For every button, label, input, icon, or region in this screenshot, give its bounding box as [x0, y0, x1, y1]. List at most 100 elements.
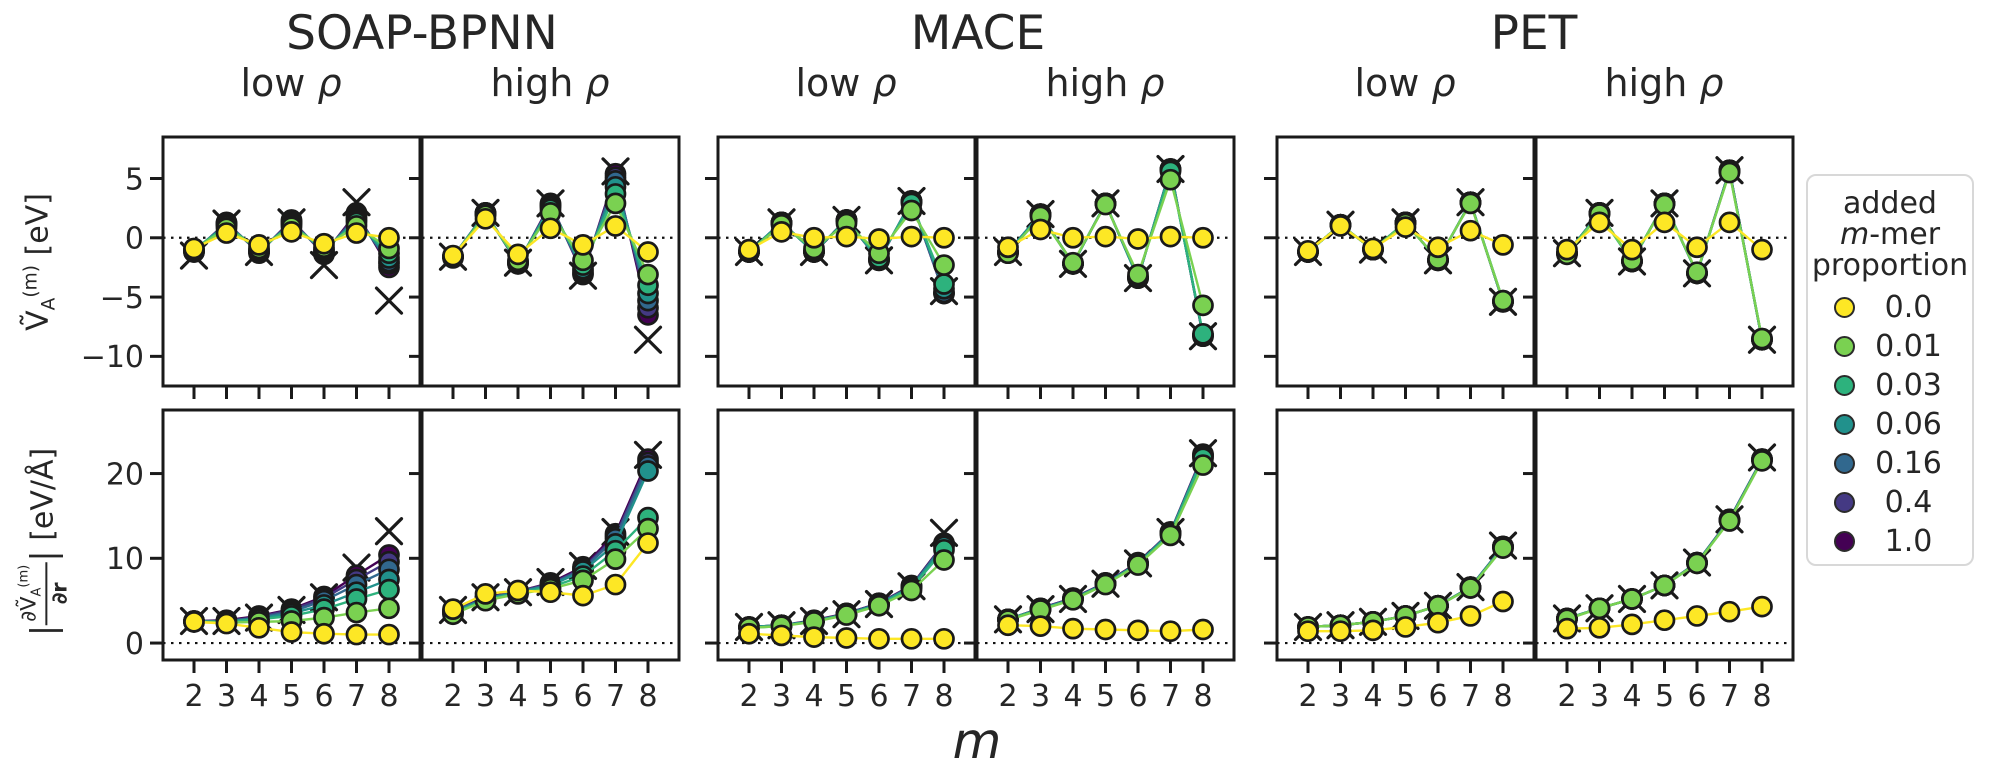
y-tick-label: 5	[125, 162, 144, 197]
data-point	[1192, 618, 1214, 641]
data-point	[900, 225, 923, 248]
x-tick-label: 5	[282, 679, 301, 714]
series-proportion-1	[997, 158, 1214, 348]
x-tick-label: 3	[1590, 679, 1609, 714]
data-point	[378, 578, 400, 601]
target-markers	[1552, 443, 1777, 633]
data-point	[1362, 237, 1384, 260]
x-tick-label: 5	[1655, 679, 1674, 714]
panel-pet-high-rho-energy	[1523, 135, 1795, 399]
x-tick-label: 4	[804, 679, 823, 714]
legend-entry: 0.16	[1808, 444, 1972, 483]
data-point	[1127, 619, 1149, 642]
legend: added m-mer proportion 0.0 0.01 0.03 0.06 0.16…	[1806, 174, 1974, 566]
data-point	[1159, 168, 1182, 191]
legend-color-marker	[1834, 336, 1855, 357]
data-point	[1459, 605, 1482, 627]
data-point	[1492, 590, 1514, 613]
data-point	[1718, 161, 1741, 184]
data-point	[997, 614, 1019, 637]
subtitle-mace-low: low ρ	[795, 61, 897, 105]
data-point	[933, 226, 955, 249]
target-marker	[374, 517, 404, 546]
series-proportion-0.4	[997, 158, 1214, 348]
data-point	[835, 627, 858, 649]
x-tick-label: 5	[837, 679, 856, 714]
x-tick-label: 8	[1193, 679, 1212, 714]
target-marker	[633, 325, 663, 354]
data-point	[738, 238, 760, 261]
data-point	[1329, 620, 1352, 643]
data-point	[1686, 236, 1708, 259]
legend-label: 0.01	[1875, 329, 1942, 364]
data-point	[1394, 216, 1417, 238]
series-proportion-0.06	[997, 159, 1214, 346]
series-proportion-0.03	[1556, 160, 1773, 350]
x-axis-label: m	[952, 712, 1002, 770]
series-proportion-1	[1556, 448, 1773, 630]
data-point	[1459, 577, 1482, 599]
x-tick-label: 8	[638, 679, 657, 714]
series-proportion-0.16	[1556, 448, 1773, 630]
x-tick-label: 4	[249, 679, 268, 714]
data-point	[1192, 294, 1214, 317]
x-tick-label: 7	[347, 679, 366, 714]
target-markers	[993, 439, 1218, 634]
subtitle-mace-high: high ρ	[1045, 61, 1165, 105]
data-point	[900, 627, 923, 650]
x-tick-label: 3	[476, 679, 495, 714]
legend-title-line: added	[1843, 186, 1937, 221]
data-point	[1362, 619, 1384, 642]
data-point	[313, 622, 335, 645]
series-proportion-0	[183, 611, 400, 646]
data-point	[507, 579, 529, 602]
x-tick-label: 7	[1161, 679, 1180, 714]
data-point	[1718, 600, 1741, 623]
legend-title: added m-mer proportion	[1808, 188, 1972, 281]
data-point	[572, 234, 594, 256]
x-tick-label: 8	[1493, 679, 1512, 714]
x-tick-label: 4	[1622, 679, 1641, 714]
x-tick-label: 2	[1298, 679, 1317, 714]
legend-title-line: proportion	[1811, 248, 1969, 283]
data-point	[868, 594, 890, 617]
subtitle-soap-low: low ρ	[240, 61, 342, 105]
panel-soap-bpnn-low-rho-energy: 5 0 −5 −10	[81, 135, 422, 399]
target-marker	[374, 286, 404, 315]
data-point	[507, 243, 529, 266]
series-proportion-0	[183, 221, 400, 260]
legend-label: 0.4	[1884, 485, 1933, 520]
data-point	[1094, 618, 1117, 641]
data-point	[900, 579, 923, 602]
legend-entry: 0.4	[1808, 483, 1972, 522]
data-point	[1751, 449, 1773, 472]
x-tick-label: 5	[541, 679, 560, 714]
data-point	[1159, 524, 1182, 547]
data-point	[1394, 616, 1417, 638]
series-proportion-0.06	[1556, 160, 1773, 351]
series-proportion-0	[1297, 215, 1514, 262]
x-tick-label: 6	[314, 679, 333, 714]
data-point	[637, 532, 659, 554]
y-tick-label: −5	[100, 281, 144, 316]
legend-color-marker	[1834, 414, 1855, 435]
x-tick-label: 4	[508, 679, 527, 714]
data-point	[1192, 454, 1214, 476]
target-markers	[438, 157, 663, 354]
series-proportion-0	[738, 622, 955, 650]
data-point	[539, 581, 562, 604]
data-point	[313, 232, 335, 255]
data-point	[1751, 595, 1773, 618]
data-point	[738, 622, 760, 645]
legend-label: 0.06	[1875, 407, 1942, 442]
legend-color-marker	[1834, 453, 1855, 474]
data-point	[1297, 239, 1319, 262]
data-point	[1297, 620, 1319, 643]
data-point	[1686, 605, 1708, 627]
data-point	[1127, 228, 1149, 250]
y-tick-label: 20	[106, 457, 144, 492]
y-tick-label: −10	[81, 340, 144, 375]
data-point	[868, 228, 890, 250]
